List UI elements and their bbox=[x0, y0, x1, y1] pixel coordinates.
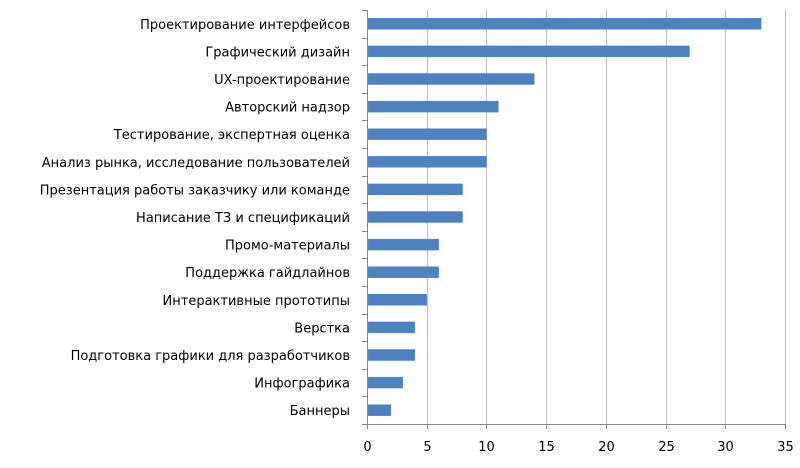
category-label: Инфографика bbox=[254, 377, 350, 392]
category-label: Поддержка гайдлайнов bbox=[185, 266, 350, 281]
x-tick-label: 30 bbox=[717, 440, 734, 455]
x-tick-labels: 0 5 10 15 20 25 30 35 bbox=[363, 440, 793, 455]
bar bbox=[367, 404, 392, 416]
category-label: Промо-материалы bbox=[225, 239, 350, 254]
category-label: Тестирование, экспертная оценка bbox=[113, 128, 350, 143]
category-label: Интерактивные прототипы bbox=[163, 294, 350, 309]
x-tick-label: 15 bbox=[538, 440, 555, 455]
category-label: Анализ рынка, исследование пользователей bbox=[42, 156, 350, 171]
x-tick-label: 10 bbox=[478, 440, 495, 455]
x-tick-label: 20 bbox=[598, 440, 615, 455]
bar bbox=[367, 294, 427, 306]
bar bbox=[367, 211, 463, 223]
x-tick-label: 0 bbox=[363, 440, 371, 455]
x-tick-label: 35 bbox=[777, 440, 794, 455]
category-label: Авторский надзор bbox=[225, 101, 350, 116]
bar bbox=[367, 183, 463, 196]
bar bbox=[367, 321, 416, 334]
bar bbox=[367, 73, 535, 85]
category-label: Подготовка графики для разработчиков bbox=[71, 349, 350, 364]
bar bbox=[367, 45, 690, 58]
bar bbox=[367, 349, 416, 361]
bar bbox=[367, 156, 487, 168]
bar bbox=[367, 100, 499, 113]
category-label: UX-проектирование bbox=[214, 73, 350, 88]
category-labels: Проектирование интерфейсов Графический ди… bbox=[40, 18, 350, 419]
category-label: Графический дизайн bbox=[205, 45, 350, 60]
x-tick-label: 25 bbox=[658, 440, 675, 455]
category-label: Презентация работы заказчику или команде bbox=[40, 183, 350, 198]
bar bbox=[367, 376, 404, 389]
category-label: Написание ТЗ и спецификаций bbox=[136, 211, 350, 226]
x-tick-label: 5 bbox=[423, 440, 431, 455]
bar bbox=[367, 18, 762, 30]
bar bbox=[367, 266, 439, 278]
bars bbox=[367, 18, 762, 416]
bar bbox=[367, 128, 487, 140]
bar bbox=[367, 238, 439, 251]
category-label: Баннеры bbox=[290, 404, 350, 419]
axes bbox=[362, 10, 786, 429]
gridlines bbox=[427, 10, 786, 424]
category-label: Верстка bbox=[294, 321, 350, 336]
category-label: Проектирование интерфейсов bbox=[140, 18, 350, 33]
